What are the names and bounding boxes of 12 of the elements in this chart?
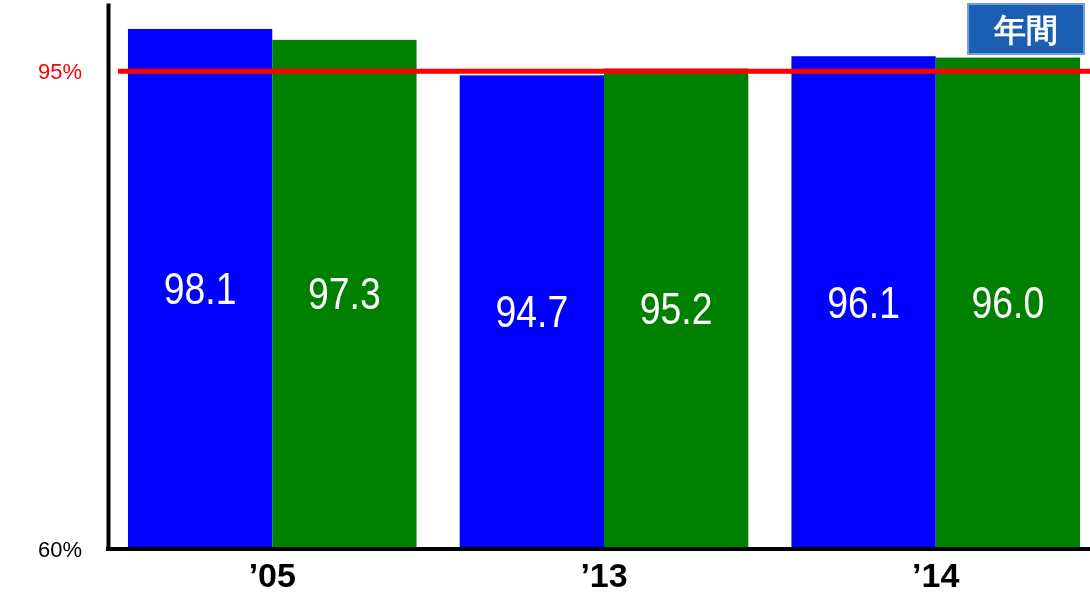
- data-label: 96.0: [971, 278, 1045, 328]
- x-tick-label: ’13: [580, 556, 628, 595]
- x-tick-label: ’05: [248, 556, 296, 595]
- y-tick-label: 95%: [37, 58, 82, 84]
- data-label: 95.2: [639, 283, 713, 334]
- y-tick-label: 60%: [37, 536, 82, 562]
- data-label: 94.7: [495, 287, 569, 337]
- data-label: 97.3: [308, 269, 381, 320]
- data-label: 96.1: [827, 277, 900, 328]
- annotation: 年間: [993, 11, 1058, 49]
- x-tick-label: ’14: [912, 556, 960, 595]
- data-label: 98.1: [163, 264, 237, 314]
